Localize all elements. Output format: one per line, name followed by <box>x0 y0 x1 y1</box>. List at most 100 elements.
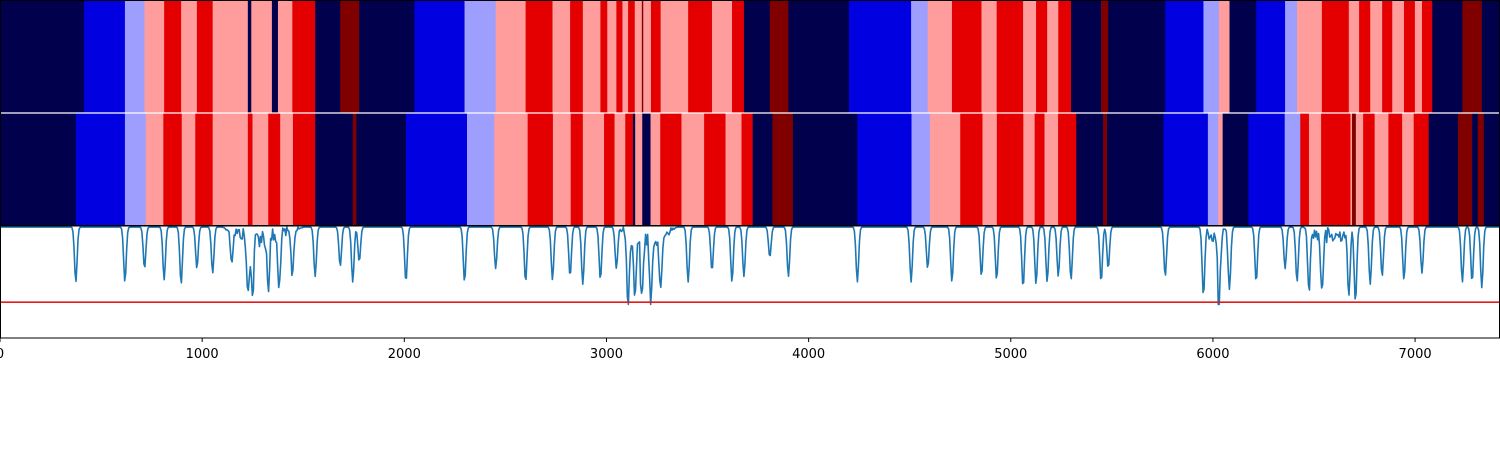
heatmap-segment-top <box>552 0 571 113</box>
heatmap-segment-top <box>124 0 145 113</box>
heatmap-segment-bottom <box>1374 113 1389 226</box>
signal-series-line <box>0 226 1500 306</box>
heatmap-segment-bottom <box>681 113 705 226</box>
heatmap-segment-bottom <box>929 113 961 226</box>
heatmap-segment-bottom <box>1103 113 1108 226</box>
heatmap-segment-bottom <box>614 113 626 226</box>
heatmap-segment-top <box>1481 0 1500 113</box>
heatmap-segment-top <box>1297 0 1323 113</box>
heatmap-segment-top <box>164 0 182 113</box>
heatmap-segment-bottom <box>635 113 643 226</box>
heatmap-segment-top <box>196 0 213 113</box>
heatmap-segment-bottom <box>582 113 605 226</box>
heatmap-segment-bottom <box>552 113 571 226</box>
heatmap-segment-bottom <box>725 113 742 226</box>
heatmap-segment-bottom <box>1076 113 1104 226</box>
heatmap-segment-top <box>414 0 465 113</box>
heatmap-segment-bottom <box>494 113 528 226</box>
heatmap-segment-top <box>600 0 608 113</box>
heatmap-segment-top <box>570 0 584 113</box>
heatmap-segment-top <box>607 0 617 113</box>
heatmap-segment-bottom <box>660 113 682 226</box>
heatmap-segment-top <box>525 0 553 113</box>
heatmap-segment-bottom <box>772 113 794 226</box>
state-strip-bottom <box>0 113 1500 226</box>
x-tick-label: 4000 <box>792 347 825 362</box>
heatmap-segment-bottom <box>252 113 269 226</box>
heatmap-segment-top <box>359 0 415 113</box>
heatmap-segment-bottom <box>1163 113 1209 226</box>
heatmap-segment-bottom <box>405 113 468 226</box>
line-panel <box>0 225 1500 339</box>
heatmap-segment-bottom <box>1321 113 1351 226</box>
heatmap-segment-bottom <box>195 113 213 226</box>
heatmap-segment-top <box>1108 0 1166 113</box>
heatmap-segment-top <box>622 0 629 113</box>
heatmap-segment-top <box>1058 0 1072 113</box>
x-tick-label: 2000 <box>388 347 421 362</box>
heatmap-segment-top <box>616 0 623 113</box>
heatmap-segment-bottom <box>0 113 77 226</box>
heatmap-segment-bottom <box>1034 113 1045 226</box>
heatmap-segment-bottom <box>163 113 183 226</box>
heatmap-segment-top <box>641 0 644 113</box>
heatmap-segment-top <box>1047 0 1059 113</box>
heatmap-segment-bottom <box>1284 113 1301 226</box>
heatmap-segment-top <box>464 0 496 113</box>
heatmap-segment-bottom <box>75 113 126 226</box>
heatmap-segment-top <box>144 0 165 113</box>
heatmap-segment-top <box>1203 0 1220 113</box>
heatmap-segment-top <box>743 0 771 113</box>
heatmap-segment-bottom <box>1388 113 1403 226</box>
heatmap-segment-top <box>1071 0 1102 113</box>
heatmap-segment-top <box>1321 0 1350 113</box>
heatmap-segment-top <box>927 0 953 113</box>
heatmap-segment-top <box>769 0 789 113</box>
heatmap-segment-top <box>1414 0 1423 113</box>
line-panel-background <box>0 226 1500 338</box>
heatmap-segment-bottom <box>1058 113 1077 226</box>
heatmap-segment-bottom <box>280 113 294 226</box>
heatmap-segment-bottom <box>466 113 495 226</box>
heatmap-segment-bottom <box>1023 113 1035 226</box>
heatmap-segment-top <box>1256 0 1286 113</box>
heatmap-segment-bottom <box>960 113 983 226</box>
heatmap-segment-bottom <box>1300 113 1310 226</box>
heatmap-segment-top <box>277 0 293 113</box>
heatmap-segment-bottom <box>292 113 316 226</box>
heatmap-segment-bottom <box>1044 113 1059 226</box>
heatmap-segment-top <box>650 0 661 113</box>
heatmap-segment-top <box>271 0 279 113</box>
heatmap-segment-bottom <box>704 113 726 226</box>
heatmap-segment-top <box>315 0 341 113</box>
heatmap-segment-top <box>1403 0 1416 113</box>
heatmap-segment-bottom <box>570 113 584 226</box>
heatmap-segment-top <box>1432 0 1463 113</box>
heatmap-segment-top <box>292 0 316 113</box>
heatmap-segment-top <box>951 0 982 113</box>
heatmap-segment-bottom <box>1352 113 1357 226</box>
x-axis: 0 1000 2000 3000 4000 5000 6000 7000 <box>0 338 1432 362</box>
heatmap-segment-top <box>0 0 85 113</box>
heatmap-segment-bottom <box>982 113 998 226</box>
heatmap-segment-bottom <box>1207 113 1219 226</box>
heatmap-segment-top <box>1036 0 1048 113</box>
heatmap-segment-bottom <box>212 113 249 226</box>
heatmap-segment-bottom <box>1248 113 1286 226</box>
heatmap-segment-top <box>1165 0 1204 113</box>
heatmap-segment-top <box>711 0 733 113</box>
x-tick-label: 1000 <box>186 347 219 362</box>
heatmap-segment-bottom <box>650 113 661 226</box>
heatmap-segment-top <box>996 0 1024 113</box>
heatmap-segment-top <box>1348 0 1360 113</box>
heatmap-segment-bottom <box>632 113 636 226</box>
heatmap-segment-bottom <box>1218 113 1223 226</box>
heatmap-segment-bottom <box>1477 113 1485 226</box>
heatmap-segment-top <box>1023 0 1037 113</box>
heatmap-segment-top <box>495 0 526 113</box>
x-tick-label: 5000 <box>994 347 1027 362</box>
heatmap-segment-top <box>911 0 928 113</box>
heatmap-segment-top <box>247 0 252 113</box>
x-tick-label: 3000 <box>590 347 623 362</box>
